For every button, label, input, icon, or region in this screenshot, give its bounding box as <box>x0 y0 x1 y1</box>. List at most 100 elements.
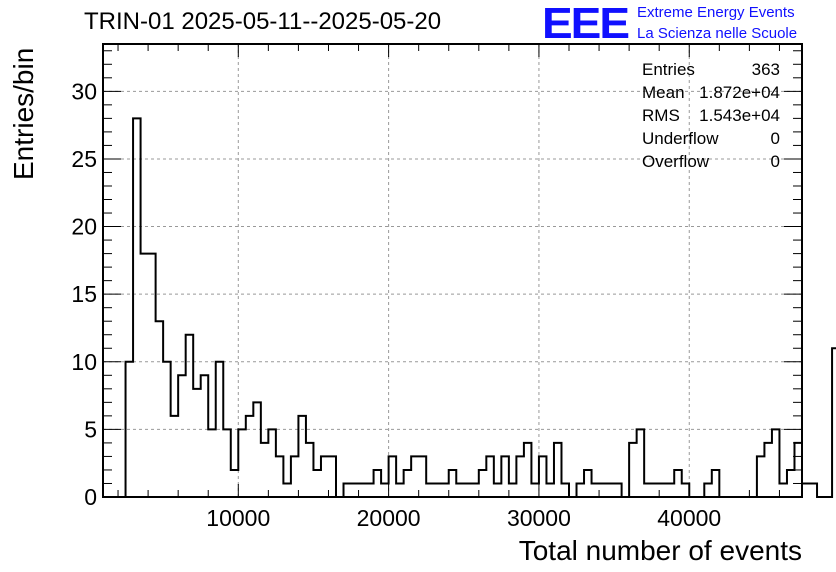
histogram-bin <box>156 321 164 497</box>
histogram-bin <box>246 416 254 497</box>
histogram-bin <box>501 456 509 497</box>
histogram-bin <box>494 483 502 497</box>
stats-label: RMS <box>642 106 680 125</box>
x-tick-label: 40000 <box>657 505 721 531</box>
histogram-bin <box>283 483 291 497</box>
stats-value: 1.872e+04 <box>699 83 780 102</box>
histogram-bin <box>404 470 412 497</box>
histogram-bin <box>313 470 321 497</box>
histogram-bin <box>644 483 652 497</box>
histogram-bin <box>509 483 517 497</box>
histogram-bin <box>389 456 397 497</box>
stats-label: Overflow <box>642 152 710 171</box>
histogram-bin <box>712 470 720 497</box>
histogram-bin <box>366 483 374 497</box>
stats-value: 0 <box>770 152 780 171</box>
stats-value: 363 <box>751 60 780 79</box>
stats-row-underflow: Underflow 0 <box>642 127 780 150</box>
histogram-bin <box>298 416 306 497</box>
histogram-bin <box>584 470 592 497</box>
histogram-bin <box>441 483 449 497</box>
histogram-bin <box>456 483 464 497</box>
histogram-bin <box>141 254 149 497</box>
histogram-bin <box>163 362 171 497</box>
histogram-bin <box>832 348 836 497</box>
histogram-bin <box>554 443 562 497</box>
histogram-bin <box>637 429 645 497</box>
histogram-bin <box>764 443 772 497</box>
histogram-bin <box>419 456 427 497</box>
histogram-bin <box>674 470 682 497</box>
histogram-bin <box>411 456 419 497</box>
histogram-bin <box>328 456 336 497</box>
histogram-bin <box>216 362 224 497</box>
histogram-bin <box>359 483 367 497</box>
histogram-bin <box>561 483 569 497</box>
histogram-bin <box>381 483 389 497</box>
histogram-bin <box>171 416 179 497</box>
y-tick-label: 25 <box>71 146 97 172</box>
histogram-bin <box>291 456 299 497</box>
y-axis-label: Entries/bin <box>8 47 39 180</box>
histogram-bin <box>464 483 472 497</box>
histogram-bin <box>231 470 239 497</box>
histogram-bin <box>599 483 607 497</box>
histogram-bin <box>486 456 494 497</box>
histogram-bin <box>201 375 209 497</box>
histogram-bin <box>802 483 810 497</box>
histogram-bin <box>238 429 246 497</box>
histogram-bin <box>810 483 818 497</box>
histogram-bin <box>757 456 765 497</box>
stats-label: Mean <box>642 83 685 102</box>
histogram-bin <box>471 483 479 497</box>
histogram-bin <box>577 483 585 497</box>
histogram-bin <box>344 483 352 497</box>
stats-value: 0 <box>770 129 780 148</box>
x-axis-label: Total number of events <box>518 535 802 566</box>
histogram-bin <box>193 389 201 497</box>
histogram-bin <box>133 118 141 497</box>
histogram-bin <box>178 375 186 497</box>
histogram-bin <box>208 429 216 497</box>
histogram-bin <box>186 335 194 497</box>
histogram-bin <box>268 429 276 497</box>
histogram-bin <box>629 443 637 497</box>
histogram-bin <box>667 483 675 497</box>
histogram-bin <box>223 429 231 497</box>
histogram-bin <box>607 483 615 497</box>
histogram-bin <box>434 483 442 497</box>
stats-box: Entries 363 Mean 1.872e+04 RMS 1.543e+04… <box>642 58 780 173</box>
histogram-bin <box>396 483 404 497</box>
histogram-bin <box>614 483 622 497</box>
y-tick-label: 0 <box>84 484 97 510</box>
histogram-bin <box>779 483 787 497</box>
histogram-bin <box>148 254 156 497</box>
histogram-bin <box>682 483 690 497</box>
histogram-bin <box>253 402 261 497</box>
histogram-bin <box>531 483 539 497</box>
histogram-bin <box>126 362 134 497</box>
histogram-bin <box>321 456 329 497</box>
histogram-bin <box>652 483 660 497</box>
stats-value: 1.543e+04 <box>699 106 780 125</box>
histogram-bin <box>772 429 780 497</box>
x-tick-label: 30000 <box>507 505 571 531</box>
y-tick-label: 30 <box>71 78 97 104</box>
logo-line-2: La Scienza nelle Scuole <box>637 25 798 42</box>
y-tick-label: 20 <box>71 214 97 240</box>
stats-row-mean: Mean 1.872e+04 <box>642 81 780 104</box>
histogram-bin <box>374 470 382 497</box>
stats-label: Entries <box>642 60 695 79</box>
histogram-bin <box>524 443 532 497</box>
histogram-bin <box>546 483 554 497</box>
histogram-bin <box>306 443 314 497</box>
histogram-bin <box>276 456 284 497</box>
histogram-bin <box>449 470 457 497</box>
histogram-bin <box>659 483 667 497</box>
eee-logo: EEE <box>542 0 630 48</box>
stats-row-overflow: Overflow 0 <box>642 150 780 173</box>
stats-row-entries: Entries 363 <box>642 58 780 81</box>
y-tick-label: 10 <box>71 349 97 375</box>
y-tick-label: 5 <box>84 416 97 442</box>
